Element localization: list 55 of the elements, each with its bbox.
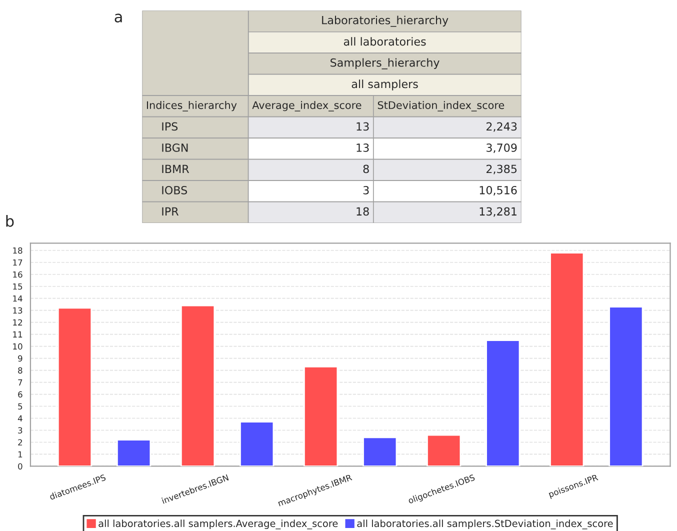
y-tick-label: 15 <box>13 283 22 290</box>
legend-label: all laboratories.all samplers.StDeviation_index_score <box>357 520 613 530</box>
text: Average_index_score <box>252 101 362 112</box>
y-tick-label: 3 <box>18 427 22 434</box>
text: Laboratories_hierarchy <box>322 16 448 27</box>
text: all samplers <box>352 80 418 90</box>
text: 2,243 <box>486 122 517 132</box>
bar <box>240 421 274 466</box>
text: 13 <box>356 122 369 131</box>
legend-label: all laboratories.all samplers.Average_index_score <box>98 520 338 530</box>
text: a <box>114 14 122 22</box>
text: IBGN <box>162 144 188 152</box>
y-tick-label: 13 <box>13 307 22 314</box>
y-tick-label: 18 <box>13 247 22 254</box>
text: 18 <box>356 207 369 216</box>
bar <box>426 434 462 466</box>
y-tick-label: 0 <box>18 463 22 470</box>
y-tick-label: 5 <box>18 403 22 410</box>
text: 8 <box>363 164 369 174</box>
text: all laboratories <box>344 37 426 46</box>
y-tick-label: 8 <box>18 367 22 374</box>
bar <box>362 436 398 466</box>
y-tick-label: 14 <box>13 295 22 302</box>
text: Indices_hierarchy <box>146 101 237 112</box>
text: IPS <box>162 122 178 131</box>
chart-title: b <box>6 215 14 227</box>
y-tick-label: 4 <box>18 415 22 422</box>
bar <box>304 366 338 466</box>
text: 3,709 <box>486 144 517 154</box>
bar <box>180 304 216 466</box>
y-tick-label: 16 <box>13 271 22 278</box>
text: 13,281 <box>480 207 516 217</box>
text: 13 <box>356 144 369 152</box>
bar <box>57 307 92 466</box>
text: Samplers_hierarchy <box>330 58 440 70</box>
text: StDeviation_index_score <box>378 101 504 112</box>
y-tick-label: 2 <box>18 439 22 446</box>
y-tick-label: 12 <box>13 319 22 326</box>
y-tick-label: 17 <box>13 259 22 266</box>
bar <box>608 306 644 466</box>
y-tick-label: 11 <box>13 331 22 338</box>
y-tick-label: 6 <box>18 391 22 398</box>
text: 3 <box>363 186 369 194</box>
text: 2,385 <box>486 164 517 174</box>
text: IPR <box>162 207 179 216</box>
bar <box>550 252 584 466</box>
text: 10,516 <box>480 186 517 196</box>
y-tick-label: 1 <box>18 451 22 458</box>
text: IOBS <box>162 186 188 194</box>
text: IBMR <box>162 164 190 173</box>
y-tick-label: 9 <box>18 355 22 362</box>
y-tick-label: 7 <box>18 379 22 386</box>
bar <box>116 439 152 466</box>
y-tick-label: 10 <box>13 343 22 350</box>
bar <box>486 340 520 466</box>
